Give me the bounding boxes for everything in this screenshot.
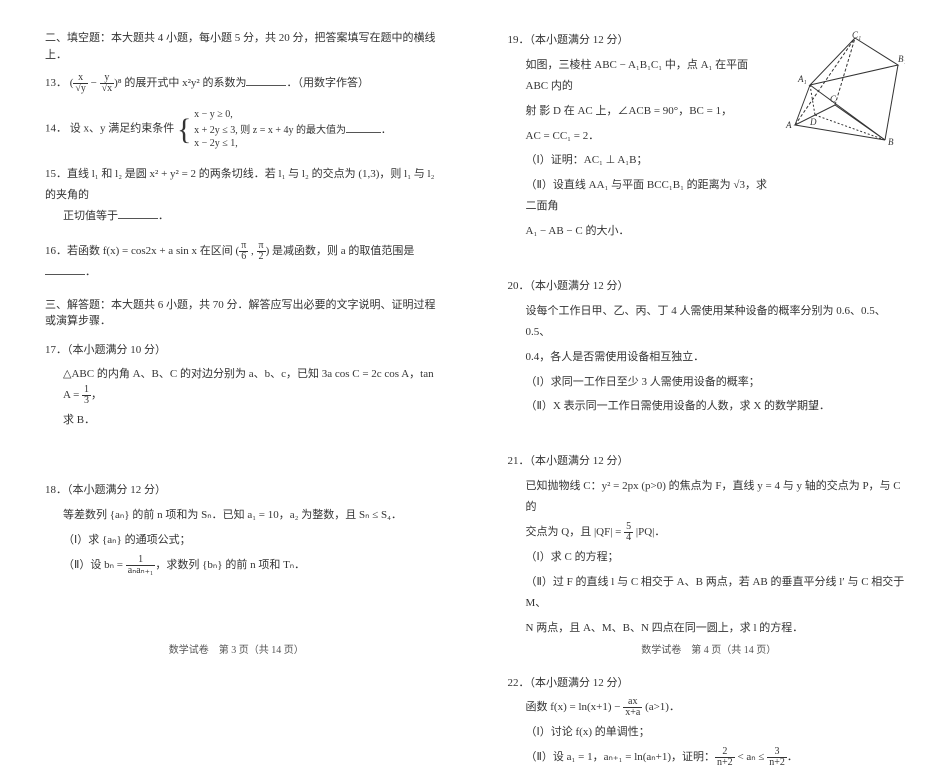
p18-s1: （Ⅰ）求 {aₙ} 的通项公式； [45,530,438,551]
problem-21: 21．（本小题满分 12 分） 已知抛物线 C：y² = 2px (p>0) 的… [508,451,906,638]
p22-h: （本小题满分 12 分） [530,677,629,689]
problem-20: 20．（本小题满分 12 分） 设每个工作日甲、乙、丙、丁 4 人需使用某种设备… [508,276,906,417]
p21-t1: 已知抛物线 C：y² = 2px (p>0) 的焦点为 F，直线 y = 4 与… [508,476,906,518]
p14-num: 14． [45,123,67,135]
p21-num: 21． [508,455,530,467]
footer-left: 数学试卷 第 3 页（共 14 页） [0,641,473,656]
p13-blank [246,74,286,86]
svg-text:A₁: A₁ [797,74,807,84]
p20-s1: （Ⅰ）求同一工作日至少 3 人需使用设备的概率； [508,372,906,393]
p13-hint: ．（用数字作答） [286,77,369,89]
p13-post: )⁸ 的展开式中 x²y² 的系数为 [114,77,246,89]
p15-num: 15． [45,168,67,180]
svg-text:B: B [888,137,894,147]
svg-text:A: A [785,120,792,130]
p22-num: 22． [508,677,530,689]
p19-t2: 射 影 D 在 AC 上，∠ACB = 90°，BC = 1， [508,101,771,122]
section-3-title: 三、解答题：本大题共 6 小题，共 70 分．解答应写出必要的文字说明、证明过程… [45,297,438,330]
p19-t1: 如图，三棱柱 ABC − A₁B₁C₁ 中，点 A₁ 在平面 ABC 内的 [508,55,771,97]
p14-pre: 设 x、y 满足约束条件 [70,123,175,135]
p19-s2b: A₁ − AB − C 的大小． [508,221,771,242]
problem-14: 14． 设 x、y 满足约束条件 { x − y ≥ 0, x + 2y ≤ 3… [45,108,438,150]
p17-t3: 求 B． [45,410,438,431]
p15-t2: 正切值等于 [63,210,118,222]
p16-t: 若函数 f(x) = cos2x + a sin x 在区间 ( [67,245,239,257]
footer-right: 数学试卷 第 4 页（共 14 页） [473,641,945,656]
page-right: A B C A₁ B₁ C₁ D 19．（本小题满分 12 分） 如图，三棱柱 … [473,0,945,668]
p13-frac2: y√x [100,73,115,94]
brace-icon: { [177,116,191,143]
p16-t2: ) 是减函数，则 a 的取值范围是 [266,245,415,257]
svg-text:B₁: B₁ [898,54,905,64]
p20-t1: 设每个工作日甲、乙、丙、丁 4 人需使用某种设备的概率分别为 0.6、0.5、0… [508,301,906,343]
p18-s2-pre: （Ⅱ）设 bₙ = [63,559,126,571]
page-left: 二、填空题：本大题共 4 小题，每小题 5 分，共 20 分，把答案填写在题中的… [0,0,473,668]
p16-num: 16． [45,245,67,257]
p22-s1: （Ⅰ）讨论 f(x) 的单调性； [508,722,906,743]
p17-num: 17． [45,344,67,356]
p14-conditions: x − y ≥ 0, x + 2y ≤ 3, 则 z = x + 4y 的最大值… [194,108,391,150]
p22-t1-post: (a>1)． [642,702,680,714]
problem-13: 13． (x√y − y√x)⁸ 的展开式中 x²y² 的系数为．（用数字作答） [45,73,438,94]
section-2-title: 二、填空题：本大题共 4 小题，每小题 5 分，共 20 分，把答案填写在题中的… [45,30,438,63]
p21-s1: （Ⅰ）求 C 的方程； [508,547,906,568]
p14-blank [346,121,381,133]
p22-s2-pre: （Ⅱ）设 a₁ = 1，aₙ₊₁ = ln(aₙ+1)，证明： [526,751,716,763]
p18-h: （本小题满分 12 分） [67,484,166,496]
svg-text:D: D [809,117,817,127]
p16-blank [45,263,85,275]
p21-s2b: N 两点，且 A、M、B、N 四点在同一圆上，求 l 的方程． [508,618,906,639]
problem-22: 22．（本小题满分 12 分） 函数 f(x) = ln(x+1) − axx+… [508,673,906,768]
p21-t2-post: |PQ|． [633,526,665,538]
p19-t3: AC = CC₁ = 2． [508,126,771,147]
p17-h: （本小题满分 10 分） [67,344,166,356]
problem-18: 18．（本小题满分 12 分） 等差数列 {aₙ} 的前 n 项和为 Sₙ．已知… [45,480,438,576]
p15-t: 直线 l₁ 和 l₂ 是圆 x² + y² = 2 的两条切线．若 l₁ 与 l… [45,168,434,201]
p20-t2: 0.4，各人是否需使用设备相互独立． [508,347,906,368]
p13-frac1: x√y [73,73,88,94]
problem-15: 15．直线 l₁ 和 l₂ 是圆 x² + y² = 2 的两条切线．若 l₁ … [45,164,438,227]
p21-t2-pre: 交点为 Q，且 |QF| = [526,526,625,538]
p22-t1-pre: 函数 f(x) = ln(x+1) − [526,702,624,714]
p19-s2: （Ⅱ）设直线 AA₁ 与平面 BCC₁B₁ 的距离为 √3，求二面角 [508,175,771,217]
p18-s2-post: ，求数列 {bₙ} 的前 n 项和 Tₙ． [155,559,305,571]
p19-num: 19． [508,34,530,46]
p21-h: （本小题满分 12 分） [530,455,629,467]
p20-num: 20． [508,280,530,292]
p19-s1: （Ⅰ）证明：AC₁ ⊥ A₁B； [508,150,771,171]
p18-t1: 等差数列 {aₙ} 的前 n 项和为 Sₙ．已知 a₁ = 10，a₂ 为整数，… [45,505,438,526]
svg-text:C: C [830,94,837,104]
p20-h: （本小题满分 12 分） [530,280,629,292]
problem-17: 17．（本小题满分 10 分） △ABC 的内角 A、B、C 的对边分别为 a、… [45,340,438,432]
p21-s2: （Ⅱ）过 F 的直线 l 与 C 相交于 A、B 两点，若 AB 的垂直平分线 … [508,572,906,614]
svg-text:C₁: C₁ [852,30,861,40]
p17-t1: △ABC 的内角 A、B、C 的对边分别为 a、b、c，已知 3a cos C … [63,368,434,401]
p19-h: （本小题满分 12 分） [530,34,629,46]
problem-16: 16．若函数 f(x) = cos2x + a sin x 在区间 (π6 , … [45,241,438,283]
prism-diagram: A B C A₁ B₁ C₁ D [780,30,905,165]
p18-num: 18． [45,484,67,496]
p15-blank [118,207,158,219]
p13-num: 13． [45,77,67,89]
p20-s2: （Ⅱ）X 表示同一工作日需使用设备的人数，求 X 的数学期望． [508,396,906,417]
